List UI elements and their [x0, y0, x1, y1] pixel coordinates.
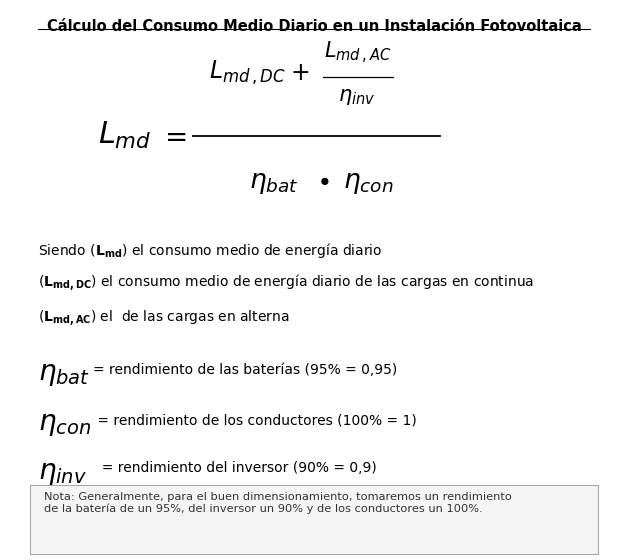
Text: $\eta_{inv}$: $\eta_{inv}$: [38, 459, 87, 487]
Text: $L_{md}$: $L_{md}$: [98, 120, 151, 151]
Text: = rendimiento del inversor (90% = 0,9): = rendimiento del inversor (90% = 0,9): [93, 461, 377, 475]
Text: Siendo ($\mathbf{L_{md}}$) el consumo medio de energía diario: Siendo ($\mathbf{L_{md}}$) el consumo me…: [38, 241, 382, 260]
Text: Nota: Generalmente, para el buen dimensionamiento, tomaremos un rendimiento
de l: Nota: Generalmente, para el buen dimensi…: [44, 492, 512, 514]
Text: $=$: $=$: [160, 122, 187, 150]
Text: ($\mathbf{L_{md,DC}}$) el consumo medio de energía diario de las cargas en conti: ($\mathbf{L_{md,DC}}$) el consumo medio …: [38, 272, 534, 293]
Text: Cálculo del Consumo Medio Diario en un Instalación Fotovoltaica: Cálculo del Consumo Medio Diario en un I…: [46, 20, 582, 34]
Text: = rendimiento de las baterías (95% = 0,95): = rendimiento de las baterías (95% = 0,9…: [93, 363, 397, 377]
Text: ($\mathbf{L_{md,AC}}$) el  de las cargas en alterna: ($\mathbf{L_{md,AC}}$) el de las cargas …: [38, 308, 290, 328]
Text: $+$: $+$: [290, 61, 309, 85]
Text: $\eta_{bat}$: $\eta_{bat}$: [38, 361, 90, 389]
Text: $\eta_{bat}$: $\eta_{bat}$: [249, 170, 298, 196]
Text: $\eta_{con}$: $\eta_{con}$: [344, 170, 394, 196]
Text: $L_{md\,,AC}$: $L_{md\,,AC}$: [323, 40, 391, 66]
Text: $\bullet$: $\bullet$: [316, 168, 329, 192]
Text: $L_{md\,,DC}$: $L_{md\,,DC}$: [209, 59, 286, 87]
Text: $\eta_{inv}$: $\eta_{inv}$: [338, 87, 376, 107]
FancyBboxPatch shape: [30, 485, 598, 554]
Text: = rendimiento de los conductores (100% = 1): = rendimiento de los conductores (100% =…: [93, 413, 416, 427]
Text: $\eta_{con}$: $\eta_{con}$: [38, 410, 92, 438]
